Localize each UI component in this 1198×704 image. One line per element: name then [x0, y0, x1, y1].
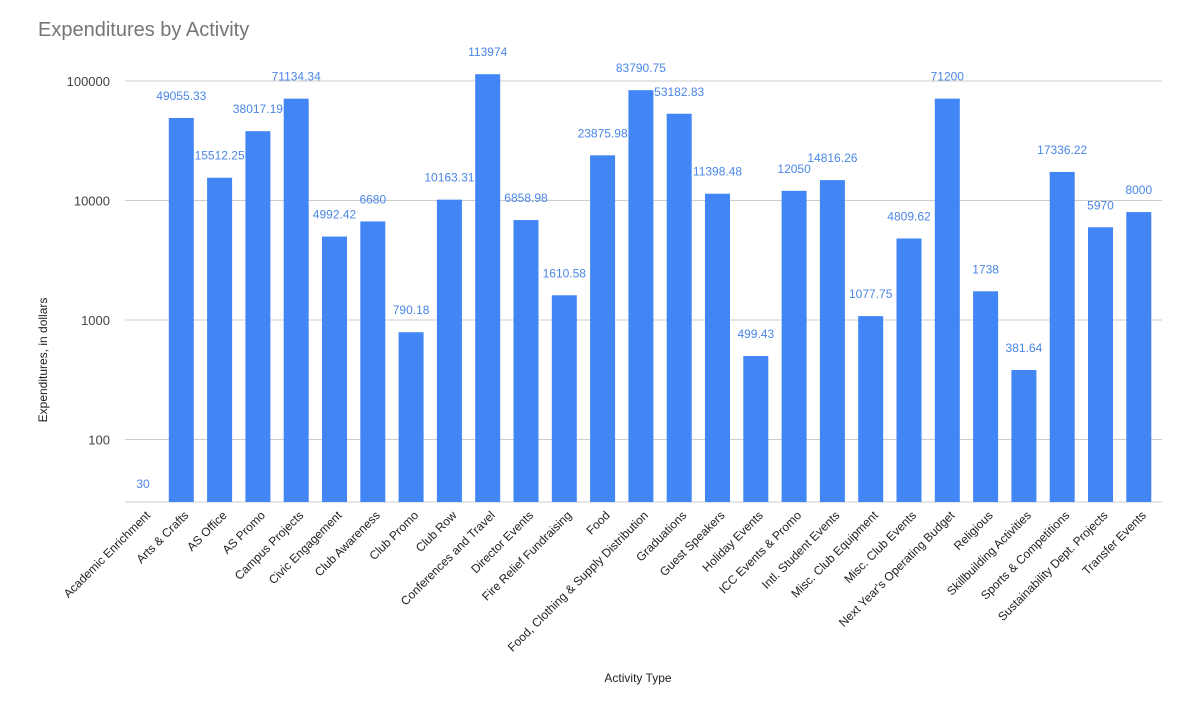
data-label: 499.43: [737, 327, 774, 341]
chart-title: Expenditures by Activity: [38, 19, 250, 41]
bar: [551, 295, 577, 502]
data-label: 71200: [931, 70, 965, 84]
bar: [896, 238, 922, 502]
bar: [666, 113, 692, 502]
data-label: 1610.58: [543, 266, 587, 280]
x-tick-label: Food, Clothing & Supply Distribution: [505, 508, 651, 654]
bar: [360, 221, 386, 502]
data-label: 1738: [972, 262, 999, 276]
data-label: 6680: [359, 192, 386, 206]
data-label: 49055.33: [156, 89, 206, 103]
bar: [1088, 227, 1113, 503]
data-label: 6858.98: [504, 191, 548, 205]
data-label: 83790.75: [616, 61, 666, 75]
bar: [705, 193, 730, 502]
data-label: 381.64: [1006, 341, 1043, 355]
data-label: 11398.48: [693, 165, 742, 179]
data-label: 53182.83: [654, 85, 704, 99]
data-label: 23875.98: [578, 126, 628, 140]
data-label: 15512.25: [195, 149, 245, 163]
y-axis-title: Expenditures, in dollars: [36, 298, 50, 423]
bar: [1011, 369, 1037, 502]
y-tick-label: 100: [88, 433, 110, 448]
data-label: 71134.34: [272, 70, 321, 84]
bar: [436, 199, 462, 502]
bar: [1049, 171, 1075, 502]
bar: [245, 131, 271, 502]
data-label: 8000: [1125, 183, 1152, 197]
bar: [475, 74, 501, 503]
data-label: 14816.26: [807, 151, 857, 165]
x-tick-label: Food: [583, 508, 612, 537]
y-tick-label: 100000: [67, 74, 110, 89]
bar: [513, 220, 539, 502]
data-label: 12050: [777, 162, 811, 176]
data-label: 17336.22: [1037, 143, 1087, 157]
bar: [322, 236, 347, 502]
bar: [973, 291, 999, 502]
data-label: 790.18: [393, 303, 430, 317]
bar: [590, 155, 616, 503]
bar: [1126, 212, 1152, 502]
bar: [743, 356, 769, 502]
y-tick-label: 1000: [81, 313, 110, 328]
bar: [858, 316, 884, 502]
data-label: 30: [136, 477, 150, 491]
bar: [283, 98, 309, 503]
data-labels: 30 49055.33 15512.25 38017.19 71134.34 4992.4…: [136, 45, 1152, 491]
bar: [781, 190, 807, 502]
x-tick-label: Club Awareness: [312, 508, 383, 579]
x-tick-label: Campus Projects: [232, 508, 307, 583]
bar: [628, 90, 654, 502]
bars: [130, 74, 1152, 503]
y-axis-ticks: 100 1000 10000 100000: [67, 74, 110, 448]
bar: [398, 332, 424, 502]
data-label: 38017.19: [233, 102, 283, 116]
y-tick-label: 10000: [74, 194, 110, 209]
bar: [207, 177, 233, 502]
bar: [168, 117, 194, 502]
data-label: 1077.75: [849, 287, 893, 301]
data-label: 5970: [1087, 198, 1114, 212]
bar: [819, 180, 845, 502]
data-label: 4809.62: [887, 209, 931, 223]
data-label: 10163.31: [424, 171, 474, 185]
data-label: 4992.42: [313, 208, 357, 222]
data-label: 113974: [468, 45, 507, 59]
bar: [934, 98, 960, 503]
x-axis-title: Activity Type: [604, 671, 671, 685]
